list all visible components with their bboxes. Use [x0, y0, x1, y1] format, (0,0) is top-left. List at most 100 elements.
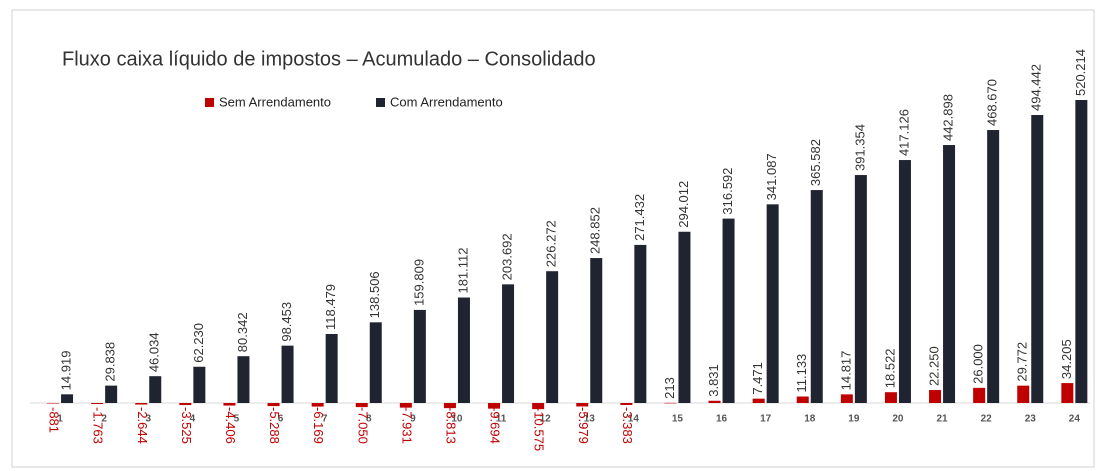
bar [766, 204, 779, 403]
legend-swatch [376, 98, 385, 107]
bar [678, 231, 691, 403]
bar [987, 130, 1000, 403]
bar [47, 403, 60, 404]
data-label: 417.126 [896, 109, 911, 156]
bar [929, 390, 942, 403]
x-tick-label: 3 [145, 414, 151, 425]
data-label: -8.813 [444, 407, 459, 444]
bar [237, 356, 250, 403]
x-tick-label: 8 [366, 414, 372, 425]
data-label: -3.383 [620, 407, 635, 444]
data-label: 271.432 [632, 194, 647, 241]
x-tick-label: 21 [936, 414, 948, 425]
legend-label: Com Arrendamento [390, 94, 503, 109]
x-tick-label: 19 [848, 414, 860, 425]
data-label: -10.575 [532, 407, 547, 451]
data-label: -881 [47, 407, 62, 433]
data-label: -2.644 [135, 407, 150, 444]
data-label: 118.479 [323, 284, 338, 330]
bar [810, 190, 823, 403]
bar [590, 258, 603, 403]
x-tick-label: 13 [584, 414, 596, 425]
data-label: -4.406 [223, 407, 238, 444]
data-label: 98.453 [279, 302, 294, 342]
data-label: 203.692 [499, 233, 514, 280]
data-label: 3.831 [706, 364, 721, 397]
x-tick-label: 7 [322, 414, 328, 425]
chart-title: Fluxo caixa líquido de impostos – Acumul… [62, 48, 596, 70]
bar [488, 403, 501, 409]
x-tick-label: 9 [410, 414, 416, 425]
data-label: -5.979 [576, 407, 591, 444]
bar [281, 345, 294, 403]
bar [840, 394, 853, 403]
bar [267, 403, 280, 407]
data-label: 316.592 [720, 168, 735, 215]
bar [1017, 385, 1030, 403]
data-label: 159.809 [411, 259, 426, 306]
data-label: 181.112 [455, 247, 470, 293]
bar [664, 402, 677, 404]
data-label: 14.919 [58, 351, 73, 391]
bar [413, 309, 426, 403]
data-label: -3.525 [179, 407, 194, 444]
bar [898, 160, 911, 403]
bar [1031, 115, 1044, 403]
legend-swatch [205, 98, 214, 107]
bar [443, 403, 456, 409]
bar [752, 398, 765, 403]
x-tick-label: 17 [760, 414, 772, 425]
x-tick-label: 5 [234, 414, 240, 425]
legend-label: Sem Arrendamento [219, 94, 331, 109]
bar [61, 394, 74, 403]
x-tick-label: 11 [496, 414, 507, 425]
data-label: 494.442 [1029, 64, 1044, 111]
x-tick-label: 10 [451, 414, 463, 425]
data-label: -1.763 [91, 407, 106, 444]
data-label: -9.694 [488, 407, 503, 444]
data-label: 365.582 [808, 139, 823, 186]
data-label: 18.522 [882, 348, 897, 388]
bar [1075, 100, 1088, 403]
data-label: -5.288 [267, 407, 282, 444]
bar [546, 271, 559, 403]
data-label: 294.012 [676, 181, 691, 228]
bar [311, 403, 324, 407]
data-label: 248.852 [588, 207, 603, 254]
bar [973, 387, 986, 403]
data-label: 34.205 [1059, 339, 1074, 379]
data-label: 341.087 [764, 153, 779, 200]
bar [135, 403, 148, 405]
data-label: 29.838 [103, 342, 118, 382]
x-tick-label: 22 [981, 414, 993, 425]
x-tick-label: 15 [672, 414, 684, 425]
data-label: 80.342 [235, 312, 250, 352]
x-tick-label: 16 [716, 414, 728, 425]
bar [1061, 383, 1074, 403]
bar [105, 385, 118, 403]
x-tick-label: 6 [278, 414, 284, 425]
data-label: 7.471 [750, 362, 765, 395]
bar [179, 403, 192, 406]
data-label: 22.250 [926, 346, 941, 386]
bar [722, 218, 735, 403]
x-tick-label: 4 [190, 414, 196, 425]
data-label: 226.272 [544, 220, 559, 267]
bar [369, 322, 382, 403]
bar [325, 333, 338, 403]
bar [223, 403, 236, 406]
bar [620, 403, 633, 405]
x-tick-label: 20 [892, 414, 904, 425]
bar [943, 145, 956, 404]
x-tick-label: 24 [1069, 414, 1081, 425]
bar [399, 403, 412, 408]
bar [854, 175, 867, 403]
bar [708, 400, 721, 403]
data-label: 442.898 [940, 94, 955, 141]
data-label: 14.817 [838, 351, 853, 391]
x-tick-label: 14 [628, 414, 640, 425]
data-label: -7.050 [355, 407, 370, 444]
data-label: 11.133 [794, 354, 809, 393]
bar [355, 403, 368, 408]
